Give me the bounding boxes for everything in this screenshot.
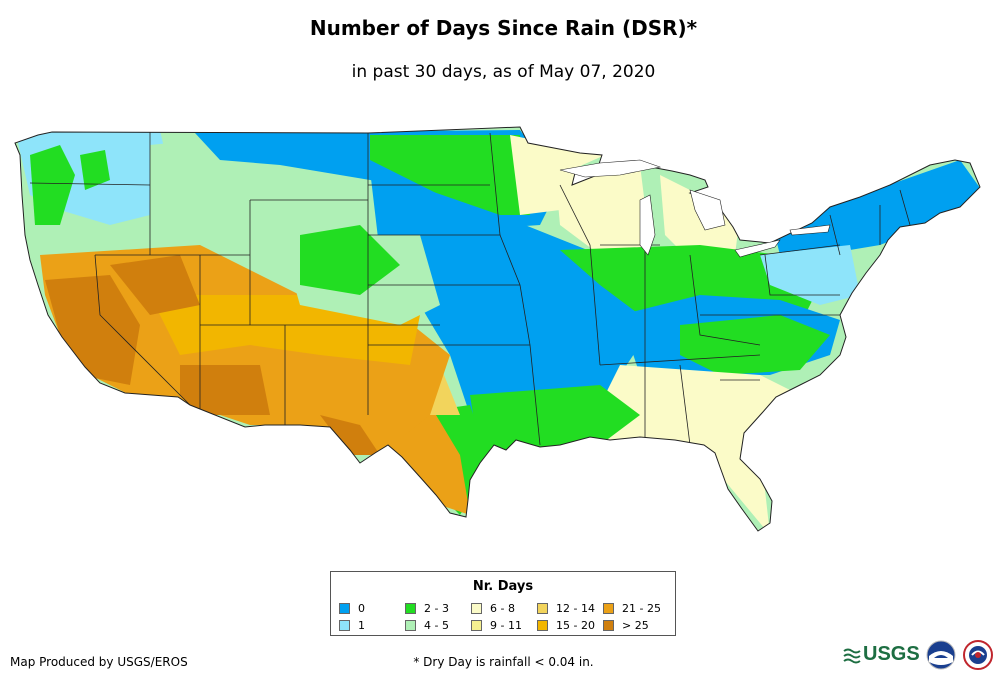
zone-ne-blue <box>770 160 980 255</box>
legend-item: 0 <box>339 601 365 615</box>
legend-item: 2 - 3 <box>405 601 449 615</box>
zone-wi-yellow <box>555 165 650 255</box>
map-title: Number of Days Since Rain (DSR)* <box>309 16 698 40</box>
legend-item: 4 - 5 <box>405 618 449 632</box>
legend: Nr. Days 0 1 2 - 3 4 - 5 6 - 8 9 - 11 12… <box>330 571 676 636</box>
zone-sw-brown-1 <box>45 275 140 385</box>
state-borders <box>29 130 911 446</box>
legend-item: 15 - 20 <box>537 618 595 632</box>
zone-nv-brown <box>110 255 200 315</box>
legend-swatch <box>603 602 614 614</box>
usgs-waves-icon <box>843 648 861 663</box>
zone-nw-green <box>30 145 75 225</box>
legend-item: 21 - 25 <box>603 601 661 615</box>
legend-item: 1 <box>339 618 365 632</box>
legend-swatch <box>537 602 548 614</box>
lake-erie <box>734 239 781 258</box>
lake-ontario <box>789 224 831 236</box>
legend-swatch <box>537 619 548 631</box>
legend-item: 12 - 14 <box>537 601 595 615</box>
legend-swatch <box>471 619 482 631</box>
legend-swatch <box>603 619 614 631</box>
lake-superior <box>559 159 662 178</box>
legend-item: 6 - 8 <box>471 601 515 615</box>
zone-nd-green <box>370 135 530 215</box>
zone-co-green <box>300 225 400 295</box>
lake-huron <box>689 189 726 231</box>
zone-nm-brown <box>320 415 380 455</box>
legend-swatch <box>405 619 416 631</box>
zone-sw-brown-2 <box>180 365 270 415</box>
zone-central-blue <box>370 170 660 445</box>
legend-swatch <box>471 602 482 614</box>
zone-mid-green <box>680 315 830 375</box>
zone-se-yellow <box>600 365 800 531</box>
legend-item: > 25 <box>603 618 649 632</box>
dsr-map <box>14 126 981 532</box>
nws-logo-icon <box>963 640 993 670</box>
usgs-logo: USGS <box>843 643 920 666</box>
zone-wa-green <box>80 150 110 190</box>
lake-michigan <box>639 194 656 256</box>
zone-va-lightblue <box>760 245 860 305</box>
noaa-logo-icon <box>926 640 956 670</box>
legend-swatch <box>339 619 350 631</box>
legend-swatch <box>339 602 350 614</box>
legend-title: Nr. Days <box>472 579 534 594</box>
footnote-text: * Dry Day is rainfall < 0.04 in. <box>413 655 594 669</box>
zone-south-green <box>470 385 640 460</box>
map-subtitle: in past 30 days, as of May 07, 2020 <box>351 62 656 82</box>
legend-item: 9 - 11 <box>471 618 522 632</box>
legend-swatch <box>405 602 416 614</box>
credit-text: Map Produced by USGS/EROS <box>10 655 188 669</box>
